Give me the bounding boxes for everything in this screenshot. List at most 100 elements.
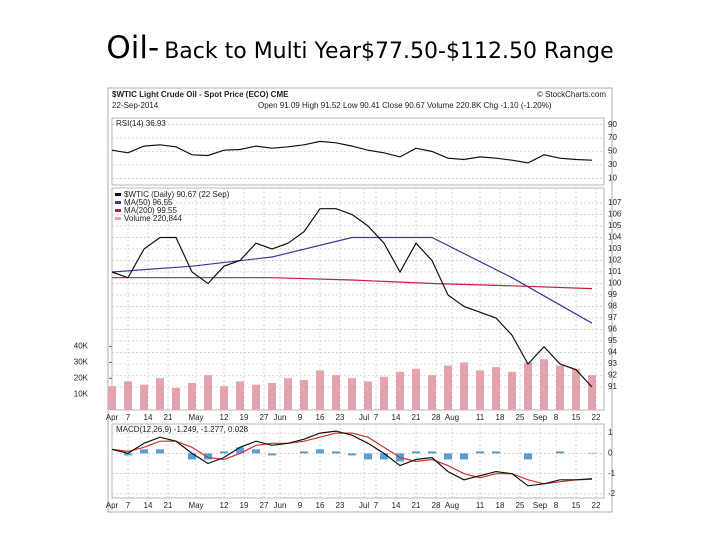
y-tick-label: 70 bbox=[608, 133, 617, 142]
bar bbox=[140, 449, 148, 454]
bar bbox=[300, 451, 308, 454]
x-tick-label: 21 bbox=[164, 413, 173, 422]
y-tick-label: 94 bbox=[608, 348, 617, 357]
y-tick-label: 91 bbox=[608, 382, 617, 391]
bar bbox=[412, 368, 420, 410]
bar bbox=[524, 453, 532, 460]
y-tick-label: 103 bbox=[608, 244, 622, 253]
x-tick-label: May bbox=[188, 413, 203, 422]
quote: Open 91.09 High 91.52 Low 90.41 Close 90… bbox=[258, 101, 552, 110]
y-tick-label: 106 bbox=[608, 210, 622, 219]
bar bbox=[428, 451, 436, 454]
y-tick-label: 95 bbox=[608, 336, 617, 345]
bar bbox=[252, 449, 260, 454]
x-tick-label: 27 bbox=[260, 501, 269, 510]
slide-title: Oil- Back to Multi Year$77.50-$112.50 Ra… bbox=[0, 30, 720, 66]
x-tick-label: Sep bbox=[533, 413, 548, 422]
bar bbox=[204, 453, 212, 460]
x-tick-label: 9 bbox=[298, 501, 303, 510]
y2-tick-label: 10K bbox=[74, 389, 89, 398]
y2-tick-label: 20K bbox=[74, 373, 89, 382]
series-line bbox=[111, 140, 593, 164]
x-tick-label: 14 bbox=[392, 501, 401, 510]
x-tick-label: 12 bbox=[220, 501, 229, 510]
y-tick-label: 100 bbox=[608, 279, 622, 288]
bar bbox=[364, 453, 372, 460]
y-tick-label: -2 bbox=[608, 489, 616, 498]
bar bbox=[172, 387, 180, 410]
bar bbox=[444, 365, 452, 410]
x-tick-label: Jul bbox=[359, 413, 369, 422]
y-tick-label: -1 bbox=[608, 469, 616, 478]
x-tick-label: 27 bbox=[260, 413, 269, 422]
x-tick-label: Aug bbox=[445, 501, 459, 510]
bar bbox=[188, 453, 196, 460]
panel-title: RSI(14) 36.93 bbox=[116, 119, 166, 128]
bar bbox=[508, 371, 516, 410]
bar bbox=[156, 449, 164, 454]
x-tick-label: 25 bbox=[516, 413, 525, 422]
x-tick-label: 11 bbox=[476, 501, 485, 510]
bar bbox=[380, 376, 388, 410]
x-tick-label: 23 bbox=[336, 501, 345, 510]
bar bbox=[124, 381, 132, 410]
x-tick-label: 14 bbox=[392, 413, 401, 422]
bar bbox=[236, 447, 244, 454]
x-tick-label: 28 bbox=[432, 501, 441, 510]
bar bbox=[380, 453, 388, 460]
chart-frame bbox=[107, 87, 613, 513]
x-tick-label: 8 bbox=[554, 501, 559, 510]
bar bbox=[460, 362, 468, 410]
x-tick-label: 18 bbox=[496, 501, 505, 510]
x-tick-label: 14 bbox=[144, 501, 153, 510]
panel bbox=[111, 187, 605, 411]
bar bbox=[476, 370, 484, 410]
series-line bbox=[111, 208, 593, 388]
series-line bbox=[112, 277, 593, 290]
bar bbox=[572, 368, 580, 410]
bar bbox=[588, 452, 596, 454]
y-tick-label: 96 bbox=[608, 325, 617, 334]
y-tick-label: 0 bbox=[608, 449, 613, 458]
y-tick-label: 104 bbox=[608, 233, 622, 242]
bar bbox=[188, 383, 196, 410]
y-tick-label: 105 bbox=[608, 221, 622, 230]
y-tick-label: 93 bbox=[608, 359, 617, 368]
bar bbox=[396, 371, 404, 410]
x-tick-label: 22 bbox=[592, 501, 601, 510]
y-tick-label: 10 bbox=[608, 173, 617, 182]
bar bbox=[476, 451, 484, 454]
x-tick-label: 28 bbox=[432, 413, 441, 422]
bar bbox=[108, 386, 116, 410]
x-tick-label: 12 bbox=[220, 413, 229, 422]
title-lead: Oil- bbox=[106, 30, 160, 66]
y2-tick-label: 30K bbox=[74, 358, 89, 367]
x-tick-label: May bbox=[188, 501, 203, 510]
x-tick-label: 16 bbox=[316, 413, 325, 422]
x-tick-label: 7 bbox=[126, 501, 131, 510]
y-tick-label: 90 bbox=[608, 120, 617, 129]
x-tick-label: 15 bbox=[572, 501, 581, 510]
series-line bbox=[111, 430, 593, 487]
bar bbox=[428, 375, 436, 410]
x-tick-label: 18 bbox=[496, 413, 505, 422]
y-tick-label: 1 bbox=[608, 428, 613, 437]
x-tick-label: 21 bbox=[412, 413, 421, 422]
x-tick-label: Jun bbox=[274, 501, 287, 510]
bar bbox=[460, 453, 468, 460]
bar bbox=[348, 378, 356, 410]
series-line bbox=[111, 236, 593, 324]
y-tick-label: 50 bbox=[608, 147, 617, 156]
bar bbox=[556, 451, 564, 454]
x-tick-label: 7 bbox=[374, 501, 379, 510]
bar bbox=[124, 453, 132, 456]
x-tick-label: 19 bbox=[240, 501, 249, 510]
x-tick-label: 22 bbox=[592, 413, 601, 422]
bar bbox=[332, 375, 340, 410]
y-tick-label: 30 bbox=[608, 160, 617, 169]
bar bbox=[300, 379, 308, 410]
bar bbox=[204, 375, 212, 410]
y-tick-label: 92 bbox=[608, 371, 617, 380]
x-tick-label: 23 bbox=[336, 413, 345, 422]
